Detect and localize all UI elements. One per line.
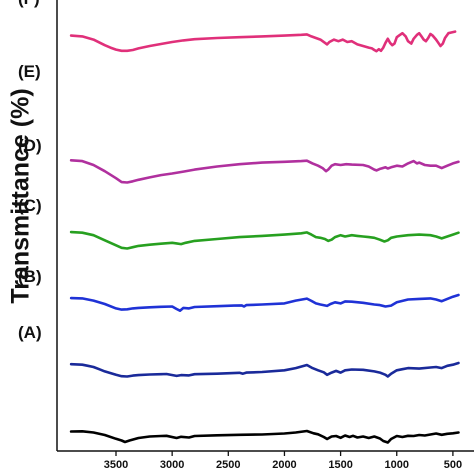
x-tick-label: 1000 <box>385 459 409 471</box>
series-line-c <box>69 293 460 312</box>
series-labels: (A) (B) (C) (D) (E) (F) <box>18 0 42 342</box>
series-label-b: (B) <box>18 267 42 286</box>
series-label-d: (D) <box>18 136 42 155</box>
x-tick-label: 1500 <box>328 459 352 471</box>
plot-lines <box>69 30 460 444</box>
x-ticks: 3500 3000 2500 2000 1500 1000 500 <box>104 451 462 471</box>
x-tick-label: 2000 <box>272 459 296 471</box>
series-label-f: (F) <box>18 0 40 8</box>
series-line-d <box>69 230 460 250</box>
series-label-e: (E) <box>18 62 41 81</box>
series-label-c: (C) <box>18 196 42 215</box>
y-axis-label: Transmittance (%) <box>7 88 35 303</box>
series-line-a <box>69 429 460 444</box>
series-line-f <box>69 30 457 53</box>
x-tick-label: 3000 <box>160 459 184 471</box>
x-tick-label: 500 <box>444 459 462 471</box>
x-tick-label: 3500 <box>104 459 128 471</box>
x-tick-label: 2500 <box>216 459 240 471</box>
series-line-b <box>69 361 460 378</box>
series-label-a: (A) <box>18 323 42 342</box>
series-line-e <box>69 159 460 184</box>
